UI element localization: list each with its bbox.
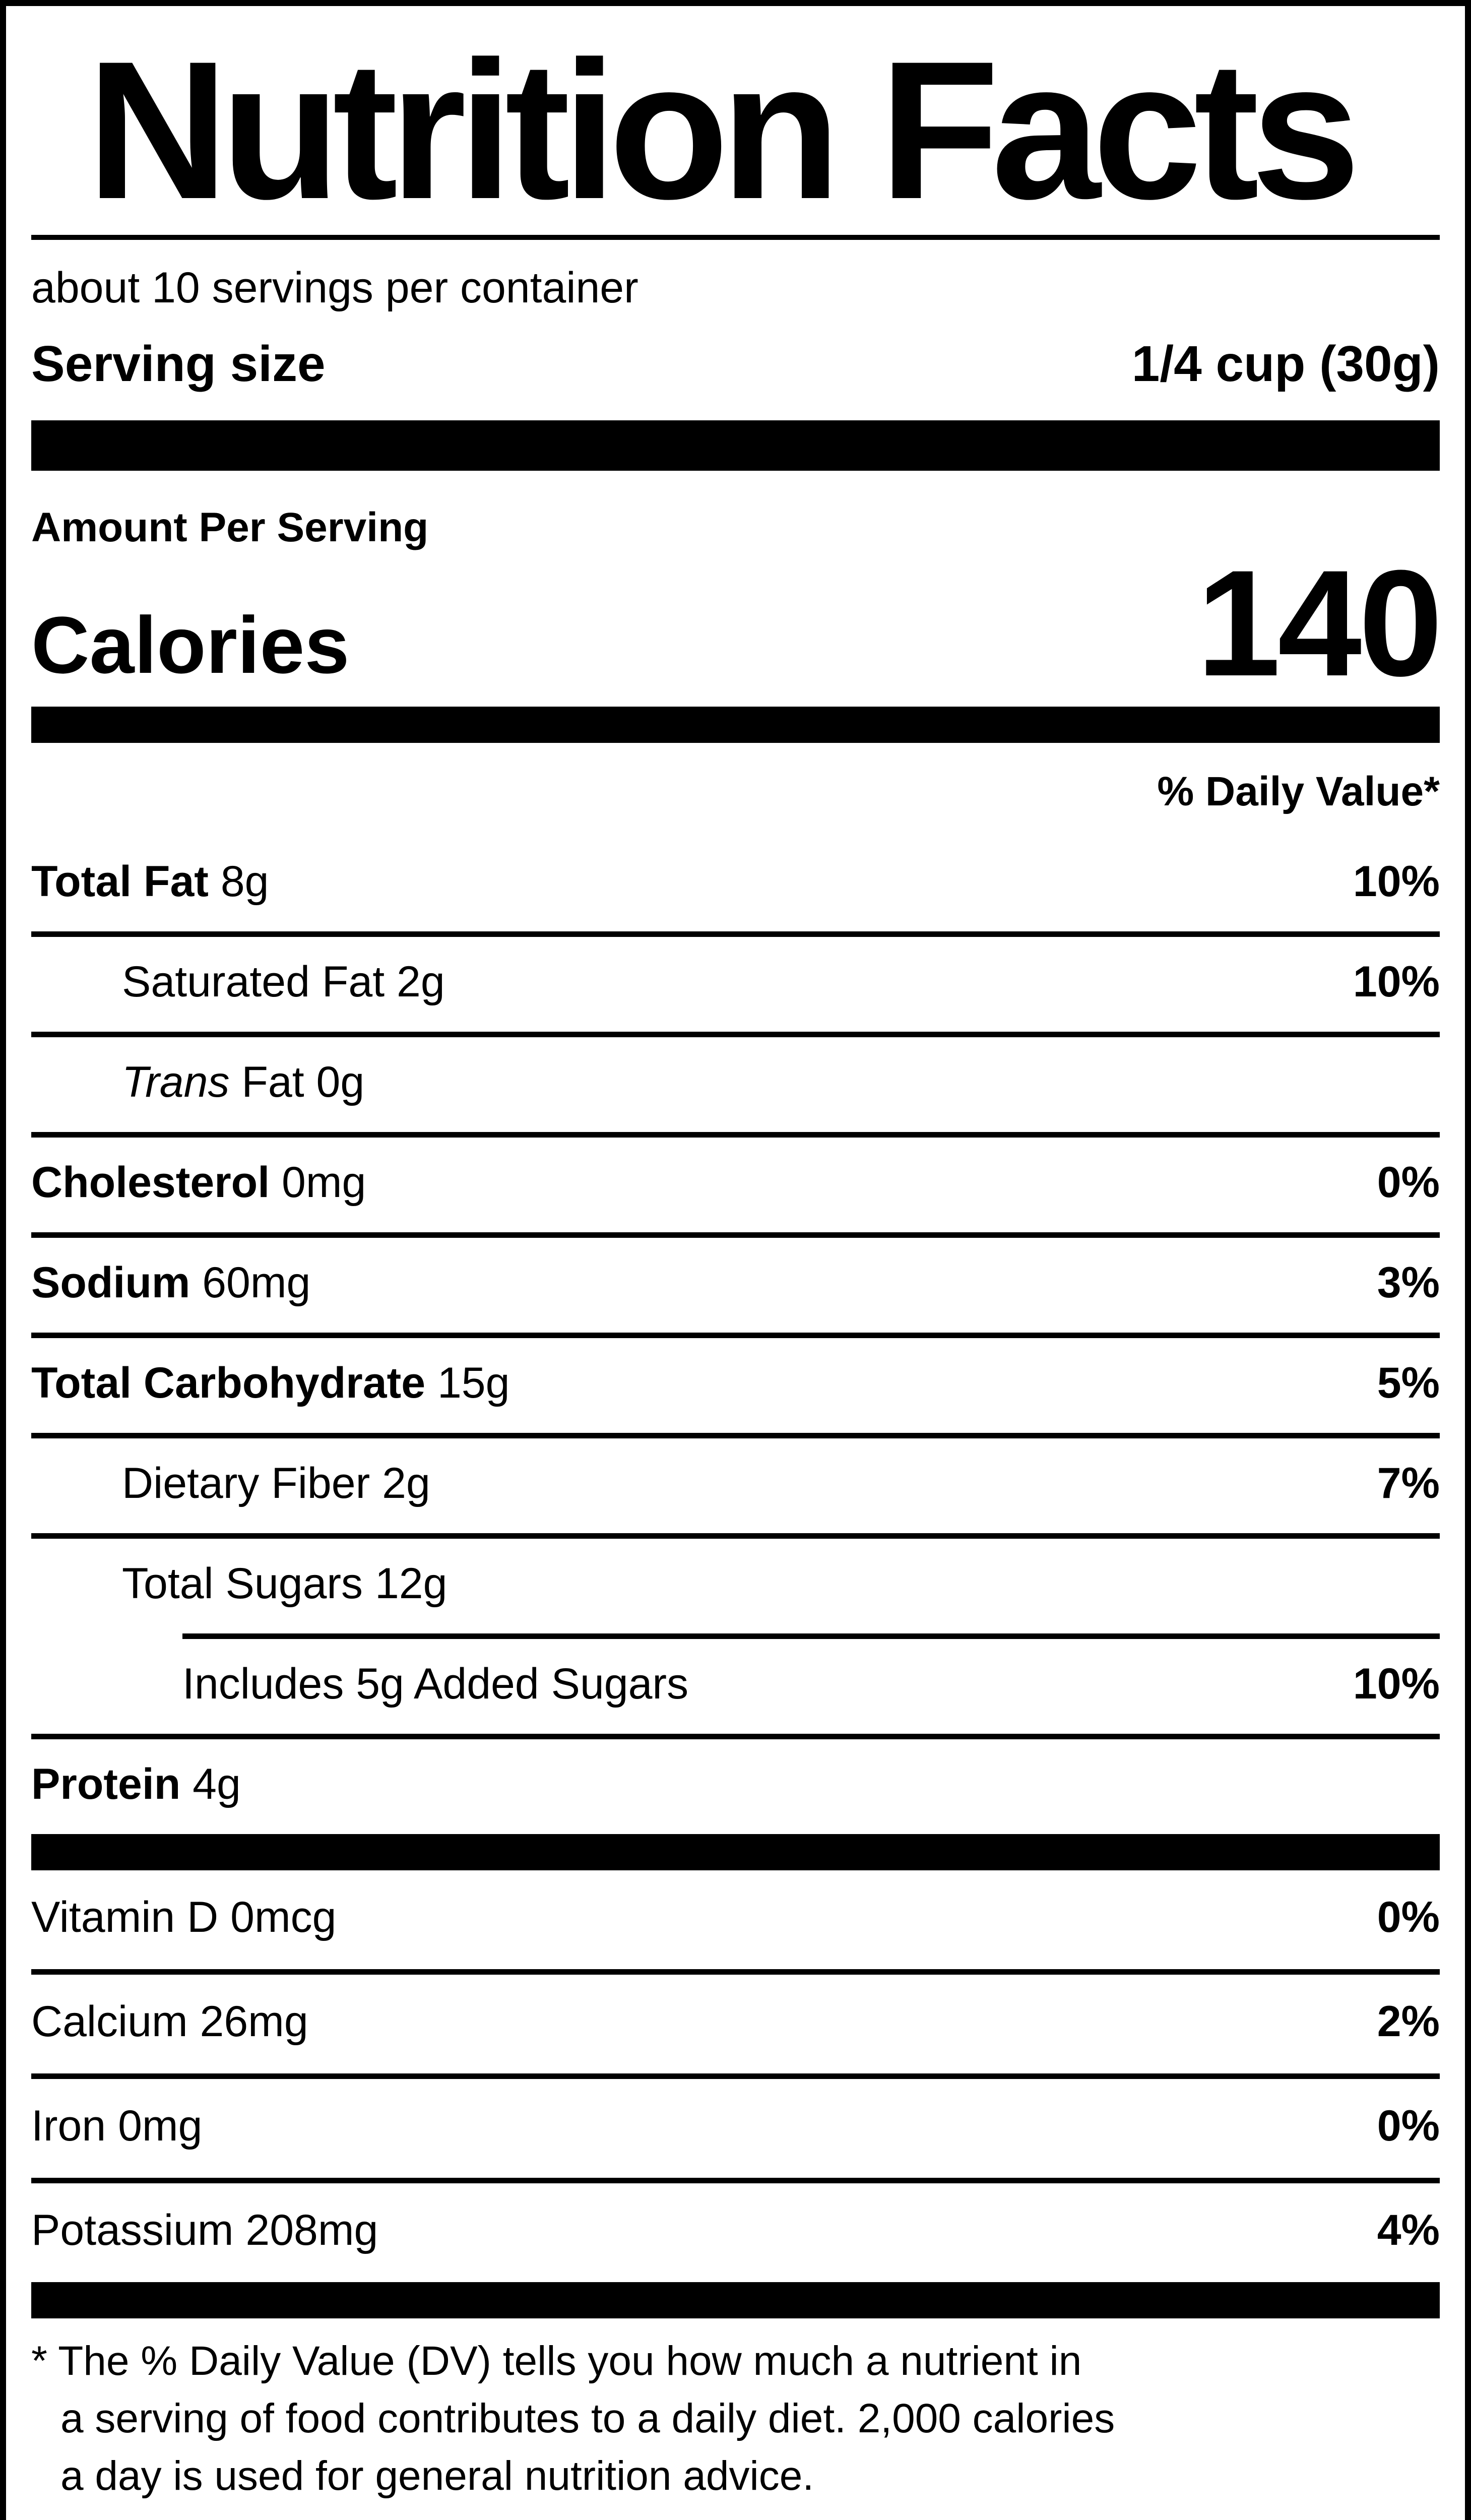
servings-per-container: about 10 servings per container <box>31 263 638 312</box>
nutrient-daily-value: 7% <box>1377 1459 1440 1507</box>
separator <box>31 1332 1440 1338</box>
separator <box>31 1232 1440 1238</box>
daily-value-header: % Daily Value* <box>1157 768 1440 814</box>
calories-row: Calories 140 <box>31 538 1443 708</box>
separator <box>31 1131 1440 1138</box>
separator <box>31 1733 1440 1739</box>
nutrient-name: Iron 0mg <box>31 2101 203 2150</box>
nutrient-row: Dietary Fiber 2g 7% <box>31 1438 1440 1533</box>
thick-bar-footnote <box>31 2282 1440 2318</box>
serving-size-label: Serving size <box>31 335 326 392</box>
footnote-line: a serving of food contributes to a daily… <box>60 2395 1115 2441</box>
nutrient-daily-value: 0% <box>1377 1893 1440 1941</box>
calories-value: 140 <box>1196 538 1443 708</box>
nutrient-row: Saturated Fat 2g 10% <box>31 937 1440 1032</box>
footnote: * The % Daily Value (DV) tells you how m… <box>31 2318 1440 2513</box>
nutrient-rows: Total Fat 8g 10% Saturated Fat 2g 10% Trans … <box>31 837 1440 1834</box>
nutrient-row: Trans Fat 0g <box>31 1037 1440 1132</box>
nutrient-name: Sodium 60mg <box>31 1258 311 1307</box>
nutrient-name: Total Sugars 12g <box>122 1559 447 1608</box>
nutrient-name: Cholesterol 0mg <box>31 1158 366 1207</box>
nutrient-daily-value: 3% <box>1377 1258 1440 1307</box>
nutrient-daily-value: 4% <box>1377 2206 1440 2254</box>
thick-bar-top <box>31 420 1440 471</box>
separator <box>182 1633 1440 1639</box>
nutrient-row: Includes 5g Added Sugars 10% <box>31 1639 1440 1734</box>
nutrient-name: Dietary Fiber 2g <box>122 1459 430 1507</box>
separator <box>31 1031 1440 1037</box>
serving-size-row: Serving size 1/4 cup (30g) <box>31 309 1440 420</box>
thick-bar-calories <box>31 706 1440 743</box>
micronutrient-rows: Vitamin D 0mcg 0% Calcium 26mg 2% Iron 0mg 0%… <box>31 1870 1440 2282</box>
separator <box>31 1533 1440 1539</box>
nutrient-row: Total Sugars 12g <box>31 1539 1440 1633</box>
micronutrient-row: Potassium 208mg 4% <box>31 2183 1440 2282</box>
nutrient-daily-value: 10% <box>1353 957 1440 1006</box>
nutrient-name: Saturated Fat 2g <box>122 957 445 1006</box>
nutrient-row: Protein 4g <box>31 1739 1440 1834</box>
nutrient-name: Vitamin D 0mcg <box>31 1893 337 1941</box>
micronutrient-row: Calcium 26mg 2% <box>31 1975 1440 2073</box>
nutrient-daily-value: 0% <box>1377 2101 1440 2150</box>
micronutrient-row: Vitamin D 0mcg 0% <box>31 1870 1440 1969</box>
nutrient-daily-value: 10% <box>1353 857 1440 906</box>
separator <box>31 1969 1440 1975</box>
nutrient-name: Protein 4g <box>31 1759 241 1808</box>
nutrient-name-italic: Trans <box>122 1057 230 1106</box>
footnote-line: a day is used for general nutrition advi… <box>60 2452 814 2499</box>
separator <box>31 1432 1440 1438</box>
nutrient-daily-value: 5% <box>1377 1358 1440 1407</box>
micronutrient-row: Iron 0mg 0% <box>31 2079 1440 2178</box>
nutrient-name: Potassium 208mg <box>31 2206 378 2254</box>
nutrient-name: Total Fat 8g <box>31 857 269 906</box>
thick-bar-micronutrients <box>31 1834 1440 1870</box>
nutrient-name: Total Carbohydrate 15g <box>31 1358 510 1407</box>
nutrient-name: Calcium 26mg <box>31 1997 308 2046</box>
nutrient-row: Cholesterol 0mg 0% <box>31 1138 1440 1232</box>
nutrient-row: Total Carbohydrate 15g 5% <box>31 1338 1440 1433</box>
separator <box>31 931 1440 937</box>
separator <box>31 2177 1440 2183</box>
separator <box>31 2073 1440 2079</box>
title-separator <box>31 234 1440 240</box>
label-title: Nutrition Facts <box>87 20 1361 240</box>
nutrient-name: Trans Fat 0g <box>122 1057 365 1106</box>
amount-per-serving-label: Amount Per Serving <box>31 504 429 550</box>
footnote-line: * The % Daily Value (DV) tells you how m… <box>31 2338 1082 2384</box>
nutrient-name: Includes 5g Added Sugars <box>182 1659 689 1708</box>
nutrient-daily-value: 10% <box>1353 1659 1440 1708</box>
nutrient-row: Total Fat 8g 10% <box>31 837 1440 931</box>
nutrient-daily-value: 2% <box>1377 1997 1440 2046</box>
calories-label: Calories <box>31 599 350 690</box>
nutrient-row: Sodium 60mg 3% <box>31 1238 1440 1333</box>
nutrient-daily-value: 0% <box>1377 1158 1440 1207</box>
serving-size-value: 1/4 cup (30g) <box>1131 335 1440 392</box>
